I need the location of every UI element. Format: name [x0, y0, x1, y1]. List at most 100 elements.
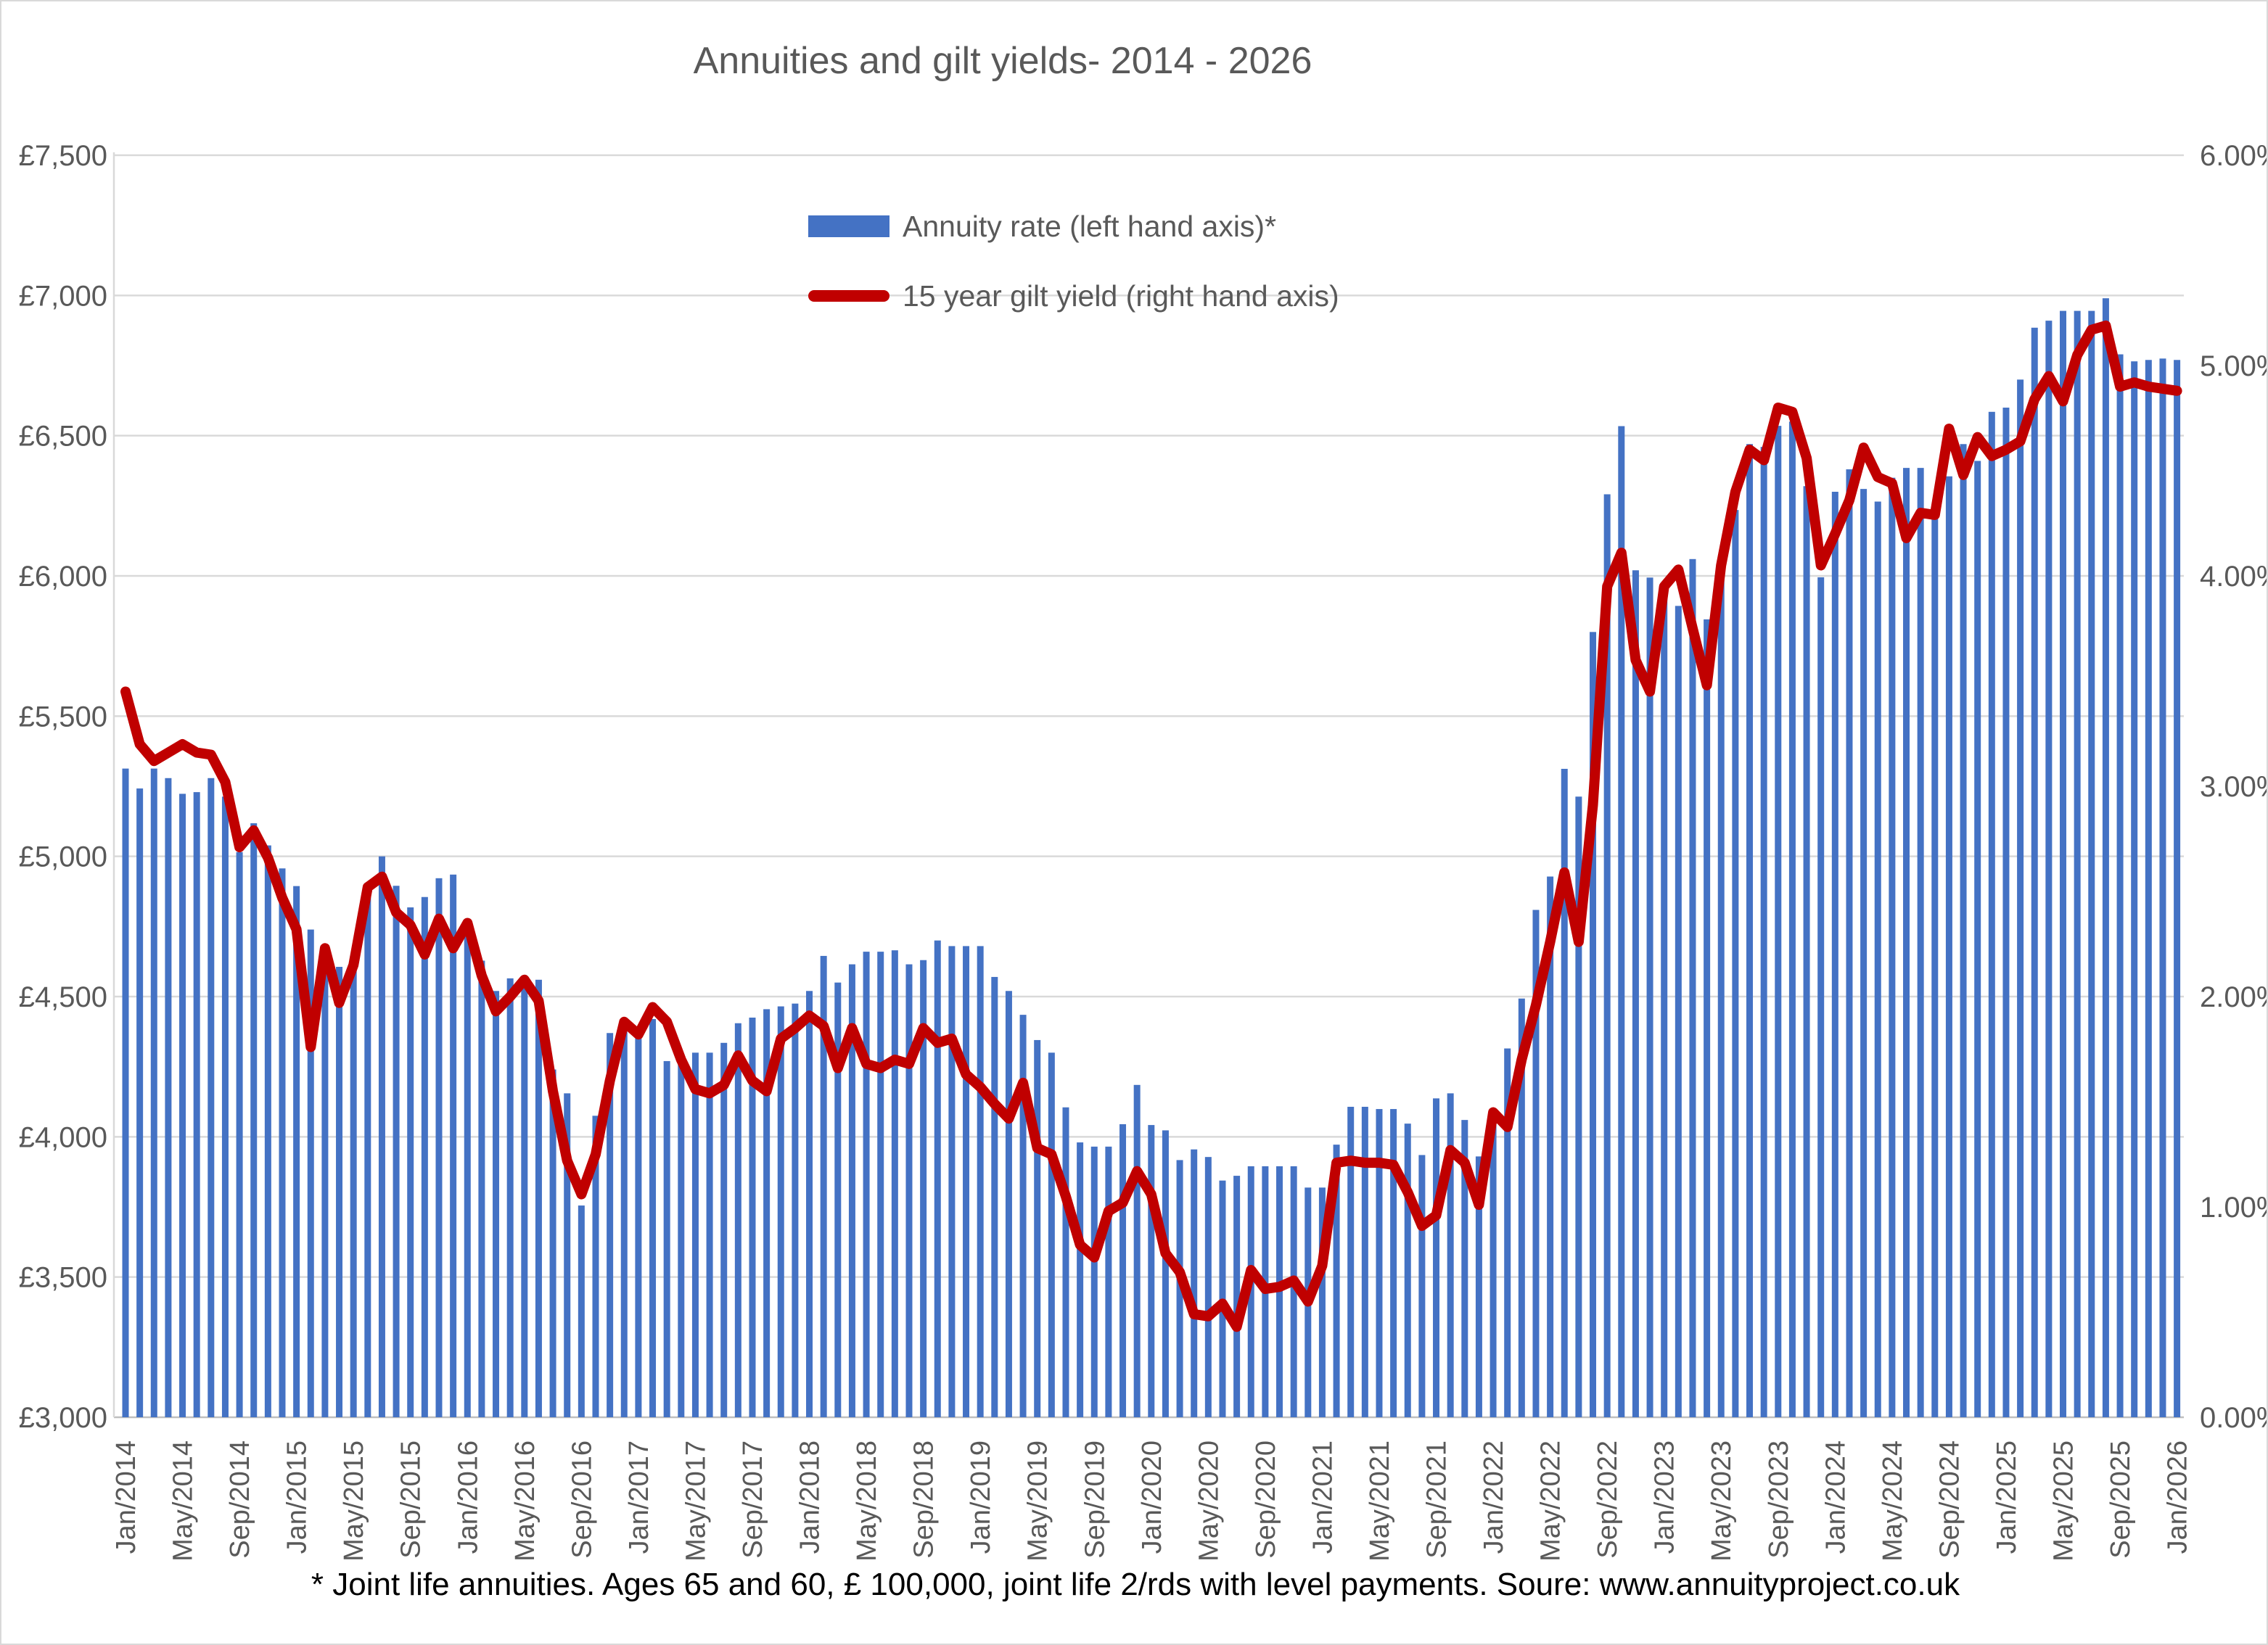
annuity-bar — [193, 792, 200, 1417]
annuity-bar — [1903, 468, 1910, 1418]
x-axis-tick-label: Sep/2014 — [225, 1440, 255, 1559]
annuity-bar — [1090, 1146, 1098, 1417]
annuity-bar — [1931, 514, 1939, 1417]
annuity-bar — [777, 1006, 784, 1417]
annuity-bar — [150, 768, 157, 1417]
annuity-bar — [564, 1093, 571, 1417]
annuity-bar — [1162, 1130, 1169, 1417]
gilt-yield-line — [120, 320, 2182, 1332]
annuity-bar — [549, 1069, 556, 1417]
x-axis-tick-label: Sep/2021 — [1422, 1440, 1453, 1559]
annuity-bar — [934, 940, 941, 1417]
x-axis-tick-label: Sep/2017 — [738, 1440, 768, 1559]
annuity-bar — [863, 952, 870, 1417]
legend-bar-swatch-icon — [808, 215, 889, 237]
x-axis-labels: Jan/2014 May/2014 Sep/2014 Jan/2015 May/2015… — [111, 1440, 2193, 1562]
annuity-bar — [1418, 1155, 1426, 1417]
annuity-bar — [478, 960, 485, 1417]
annuity-bar — [1475, 1156, 1482, 1417]
right-axis-tick-label: 3.00% — [2200, 771, 2268, 803]
annuity-bar — [1019, 1015, 1027, 1417]
annuity-bar — [136, 788, 144, 1417]
annuity-bar — [2045, 321, 2053, 1418]
annuity-bar — [1817, 577, 1825, 1417]
annuity-bar — [977, 946, 984, 1417]
x-axis-tick-label: Sep/2024 — [1934, 1440, 1965, 1559]
x-axis-tick-label: Jan/2023 — [1650, 1440, 1680, 1554]
annuity-bar — [1290, 1166, 1297, 1417]
annuity-bar — [1603, 494, 1611, 1417]
annuity-bar — [264, 845, 271, 1417]
annuity-bar — [1133, 1084, 1141, 1417]
annuity-bar — [1447, 1093, 1454, 1417]
legend-item-annuity-rate: Annuity rate (left hand axis)* — [808, 206, 1339, 247]
annuity-rate-bars — [122, 298, 2181, 1418]
x-axis-tick-label: Sep/2022 — [1593, 1440, 1623, 1559]
x-axis-tick-label: Sep/2025 — [2105, 1440, 2136, 1559]
annuity-bar — [393, 886, 400, 1417]
annuity-bar — [1988, 411, 1995, 1417]
annuity-bar — [1618, 426, 1625, 1417]
left-axis-tick-label: £3,500 — [19, 1262, 107, 1294]
annuity-bar — [1048, 1052, 1055, 1417]
annuity-bar — [421, 896, 428, 1417]
annuity-bar — [1889, 477, 1896, 1417]
annuity-bar — [1347, 1106, 1355, 1417]
left-axis-labels: £3,000 £3,500 £4,000 £4,500 £5,000 £5,500 £6,0… — [19, 140, 107, 1434]
annuity-bar — [1788, 421, 1796, 1418]
x-axis-tick-label: May/2016 — [510, 1440, 541, 1562]
annuity-bar — [1547, 876, 1554, 1417]
annuity-bar — [1390, 1109, 1397, 1417]
annuity-bar — [2060, 310, 2067, 1418]
left-axis-tick-label: £4,000 — [19, 1121, 107, 1153]
left-axis-tick-label: £6,000 — [19, 561, 107, 593]
annuity-bar — [2131, 361, 2138, 1418]
annuity-bar — [1518, 998, 1525, 1417]
legend-line-swatch-icon — [808, 290, 889, 302]
annuity-bar — [1233, 1176, 1241, 1417]
annuity-bar — [350, 967, 357, 1417]
annuity-bar — [279, 868, 286, 1417]
annuity-bar — [1077, 1142, 1084, 1417]
right-axis-tick-label: 6.00% — [2200, 140, 2268, 172]
x-axis-tick-label: Jan/2015 — [282, 1440, 313, 1554]
left-axis-tick-label: £7,500 — [19, 140, 107, 172]
x-axis-tick-label: Jan/2022 — [1479, 1440, 1509, 1554]
left-axis-tick-label: £6,500 — [19, 421, 107, 453]
annuity-bar — [2116, 354, 2124, 1417]
annuity-bar — [1532, 910, 1540, 1417]
annuity-bar — [464, 933, 471, 1417]
annuity-bar — [2102, 298, 2109, 1418]
right-axis-tick-label: 5.00% — [2200, 350, 2268, 382]
annuity-bar — [1860, 489, 1868, 1418]
left-axis-tick-label: £7,000 — [19, 280, 107, 312]
x-axis-tick-label: May/2020 — [1193, 1440, 1224, 1562]
x-axis-tick-label: Sep/2020 — [1251, 1440, 1281, 1559]
left-axis-tick-label: £3,000 — [19, 1402, 107, 1434]
annuity-bar — [1204, 1157, 1212, 1417]
annuity-bar — [521, 988, 528, 1417]
annuity-bar — [1376, 1109, 1383, 1417]
annuity-bar — [691, 1052, 699, 1417]
annuity-bar — [891, 950, 898, 1417]
annuity-bar — [905, 964, 913, 1417]
annuity-bar — [1034, 1039, 1041, 1417]
x-axis-tick-label: May/2018 — [852, 1440, 882, 1562]
annuity-bar — [1803, 486, 1810, 1418]
left-axis-tick-label: £4,500 — [19, 981, 107, 1013]
annuity-bar — [1689, 558, 1696, 1417]
annuity-bar — [321, 971, 329, 1417]
x-axis-tick-label: May/2021 — [1365, 1440, 1395, 1562]
right-axis-labels: 0.00% 1.00% 2.00% 3.00% 4.00% 5.00% 6.00% — [2200, 140, 2268, 1434]
left-axis-tick-label: £5,500 — [19, 701, 107, 733]
annuity-bar — [2145, 360, 2152, 1418]
annuity-bar — [450, 874, 457, 1417]
annuity-bar — [336, 967, 343, 1417]
right-axis-tick-label: 0.00% — [2200, 1402, 2268, 1434]
annuity-bar — [649, 1018, 657, 1417]
annuity-bar — [2017, 379, 2024, 1418]
annuity-bar — [1191, 1149, 1198, 1417]
x-axis-tick-label: Sep/2018 — [909, 1440, 940, 1559]
annuity-bar — [948, 946, 956, 1417]
